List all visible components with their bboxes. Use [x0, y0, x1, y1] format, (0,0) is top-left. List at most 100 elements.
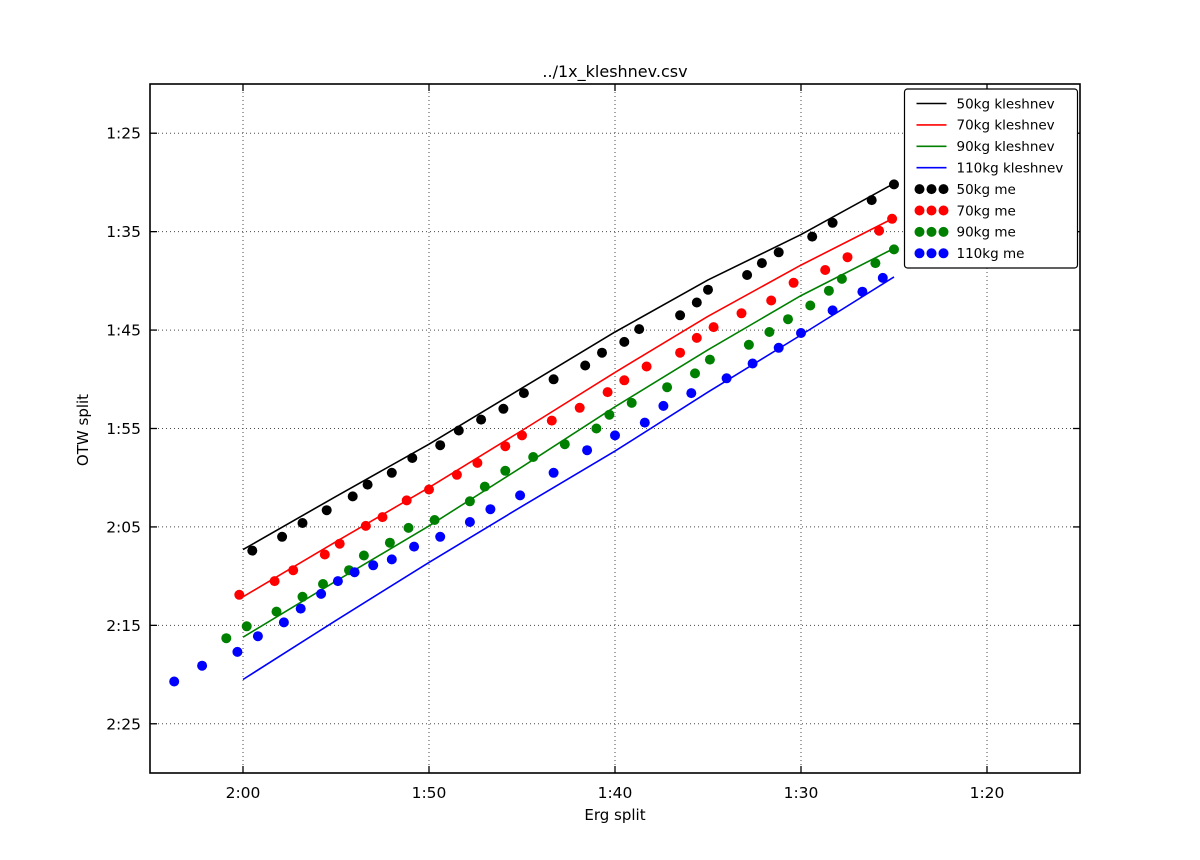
data-point [271, 606, 282, 617]
legend-label: 70kg kleshnev [957, 118, 1055, 134]
data-point [377, 512, 388, 523]
data-point [743, 339, 754, 350]
legend-label: 90kg me [957, 225, 1016, 241]
series-110kg-kleshnev [242, 276, 895, 681]
y-axis-label: OTW split [74, 394, 92, 466]
legend-item: 50kg kleshnev [916, 96, 1055, 112]
data-point [479, 481, 490, 492]
data-point [634, 324, 645, 335]
data-point [747, 358, 758, 369]
legend-dot-marker [938, 226, 949, 237]
legend-box [903, 88, 1079, 269]
series-70kg-me [234, 213, 898, 600]
y-tick-label: 1:45 [106, 322, 141, 340]
plot-area: 2:00 1:50 1:40 1:30 1:20 1:25 1:35 1:45 1:55 2:05… [106, 83, 1081, 802]
data-point [559, 439, 570, 450]
series-50kg-kleshnev [242, 182, 895, 551]
data-point [386, 554, 397, 565]
legend-dot-marker [938, 184, 949, 195]
data-point [247, 545, 258, 556]
y-tick-label: 1:55 [106, 420, 141, 438]
series-110kg-me [169, 272, 888, 687]
legend: 50kg kleshnev 70kg kleshnev 90kg kleshnev 1… [903, 88, 1079, 269]
data-point [580, 360, 591, 371]
x-tick-label: 1:30 [784, 784, 819, 802]
data-point [591, 423, 602, 434]
data-point [827, 305, 838, 316]
data-point [690, 368, 700, 379]
data-point [321, 505, 332, 516]
data-point [252, 631, 263, 642]
data-point [807, 231, 818, 242]
data-point [708, 322, 719, 333]
legend-label: 110kg me [957, 246, 1025, 262]
data-point [703, 284, 713, 295]
y-tick-label: 1:25 [106, 125, 141, 143]
data-point [368, 560, 379, 571]
data-point [658, 400, 669, 411]
data-point [334, 538, 345, 549]
data-point [435, 531, 446, 542]
data-point [766, 295, 777, 306]
series-50kg-me [247, 179, 899, 556]
chart-title: ../1x_kleshnev.csv [542, 62, 687, 82]
legend-dot-marker [914, 205, 925, 216]
data-point [887, 213, 898, 224]
x-tick-label: 2:00 [226, 784, 261, 802]
data-point [764, 327, 775, 337]
data-point [472, 457, 483, 468]
data-point [857, 286, 868, 297]
tick-labels: 2:00 1:50 1:40 1:30 1:20 1:25 1:35 1:45 1:55 2:05… [106, 125, 1004, 802]
data-point [691, 332, 702, 343]
data-point [597, 347, 607, 358]
legend-item: 70kg me [914, 203, 1016, 219]
data-point [783, 314, 793, 325]
data-point [319, 549, 330, 560]
data-point [582, 445, 593, 456]
data-point [548, 467, 559, 478]
data-point [297, 591, 308, 602]
data-point [278, 617, 289, 628]
data-point [349, 567, 360, 578]
data-point [528, 452, 539, 462]
data-point [836, 273, 847, 284]
data-point [823, 285, 834, 296]
legend-label: 50kg kleshnev [957, 96, 1055, 112]
data-point [476, 414, 487, 425]
data-point [197, 660, 208, 671]
data-point [874, 225, 885, 236]
series-90kg-me [221, 244, 899, 644]
data-point [234, 589, 245, 600]
data-point [401, 495, 412, 506]
data-point [500, 441, 511, 452]
data-point [866, 195, 877, 206]
data-point [517, 430, 527, 441]
data-point [269, 576, 280, 587]
data-point [451, 469, 462, 480]
legend-dot-marker [926, 205, 937, 216]
legend-dot-marker [926, 248, 937, 259]
data-point [498, 403, 509, 414]
data-point [773, 342, 784, 353]
data-point [485, 504, 496, 515]
data-point [500, 465, 511, 476]
data-point [675, 310, 686, 321]
data-point [827, 217, 838, 228]
data-point [548, 374, 559, 385]
data-point [464, 496, 475, 507]
data-point [619, 336, 630, 347]
legend-dot-marker [914, 226, 925, 237]
data-point [820, 265, 831, 275]
data-point [518, 388, 529, 399]
data-point [386, 467, 397, 478]
data-point [169, 676, 180, 687]
y-tick-label: 2:25 [106, 715, 141, 733]
series-70kg-kleshnev [242, 217, 895, 598]
legend-label: 90kg kleshnev [957, 139, 1055, 155]
data-point [788, 277, 799, 288]
data-point [619, 375, 630, 386]
x-tick-label: 1:40 [598, 784, 633, 802]
legend-label: 110kg kleshnev [957, 161, 1064, 177]
data-point [288, 565, 299, 576]
